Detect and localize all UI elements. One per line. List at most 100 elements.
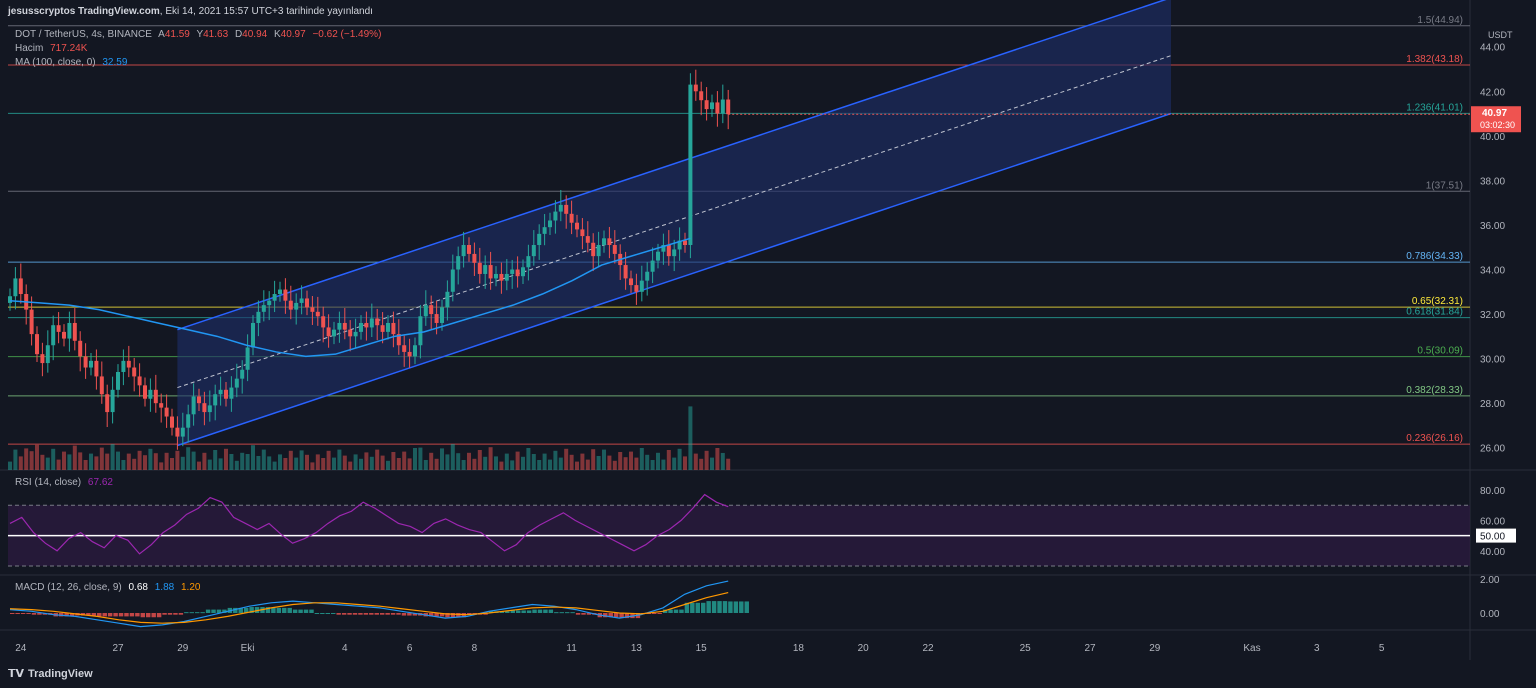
macd-line-value: 1.88 [154, 582, 175, 593]
publish-header: jesusscryptos TradingView.com, Eki 14, 2… [8, 6, 373, 17]
macd-hist-bar [439, 613, 445, 617]
candle-body [110, 389, 115, 413]
rsi-label: RSI (14, close) [15, 477, 82, 488]
candle-body [612, 245, 617, 254]
macd-hist-bar [331, 613, 336, 614]
time-tick-label: 24 [15, 643, 27, 654]
time-tick-label: 5 [1379, 643, 1385, 654]
macd-hist-bar [559, 612, 564, 614]
candle-body [402, 345, 407, 352]
candle-body [56, 325, 61, 332]
price-tick-label: 38.00 [1480, 176, 1505, 187]
volume-bar [483, 456, 488, 470]
candle-body [153, 389, 158, 404]
volume-bar [234, 460, 239, 470]
candle-body [180, 427, 185, 437]
channel-lower-line [177, 112, 1172, 447]
candle-body [94, 360, 99, 377]
macd-hist-bar [564, 612, 570, 614]
open-value: 41.59 [164, 29, 190, 40]
candle-body [191, 396, 196, 415]
volume-bar [299, 450, 304, 470]
volume-bar [170, 458, 174, 470]
candle-body [440, 307, 444, 323]
fib-label: 1.382(43.18) [1406, 54, 1463, 65]
ma-legend: MA (100, close, 0) 32.59 [15, 57, 131, 68]
volume-bar [359, 458, 363, 470]
candle-body [202, 403, 207, 413]
macd-hist-bar [271, 607, 276, 613]
volume-bar [137, 450, 142, 470]
volume-bar [315, 454, 320, 470]
macd-hist-bar [396, 613, 401, 615]
macd-hist-bar [325, 613, 331, 614]
candle-body [67, 322, 72, 339]
volume-bar [342, 455, 347, 470]
macd-hist-bar [499, 611, 505, 613]
macd-hist-bar [129, 613, 135, 617]
symbol-name: DOT / TetherUS, 4s, BINANCE [15, 29, 152, 40]
volume-bar [720, 452, 725, 470]
macd-hist-bar [292, 609, 298, 613]
volume-bar [159, 462, 164, 470]
candle-body [634, 285, 639, 292]
brand-name: TradingView [28, 667, 93, 680]
volume-bar [661, 459, 666, 470]
macd-hist-bar [156, 613, 162, 618]
candle-body [116, 371, 120, 390]
macd-hist-bar [31, 613, 37, 615]
volume-bar [105, 453, 110, 470]
macd-hist-bar [733, 601, 739, 613]
price-tick-label: 26.00 [1480, 444, 1505, 455]
volume-bar [683, 456, 687, 470]
candle-body [726, 99, 731, 115]
platform-name: TradingView.com [78, 6, 160, 17]
candle-body [494, 273, 498, 279]
volume-bar [256, 456, 261, 470]
volume-bar [294, 457, 299, 470]
macd-hist-bar [722, 601, 728, 613]
volume-bar [40, 454, 45, 470]
fib-label: 1(37.51) [1426, 180, 1463, 191]
candle-body [121, 360, 126, 372]
volume-bar [164, 452, 169, 470]
macd-hist-bar [205, 609, 211, 613]
candle-body [272, 294, 277, 301]
close-label: K [273, 29, 281, 40]
candle-body [337, 322, 342, 330]
candle-body [429, 305, 434, 315]
price-tick-label: 34.00 [1480, 266, 1505, 277]
macd-hist-bar [548, 609, 554, 613]
candle-body [715, 102, 720, 114]
macd-hist-bar [516, 610, 521, 613]
volume-bar [548, 459, 552, 470]
volume-bar [94, 456, 99, 470]
macd-hist-bar [20, 613, 26, 614]
candle-body [434, 314, 439, 323]
volume-bar [510, 460, 515, 470]
macd-hist-bar [265, 607, 271, 613]
macd-hist-bar [369, 613, 374, 615]
macd-hist-bar [222, 609, 227, 613]
candle-body [35, 334, 39, 355]
low-value: 40.94 [242, 29, 268, 40]
volume-bar [288, 450, 293, 470]
candle-body [693, 84, 698, 92]
volume-bar [180, 456, 185, 470]
macd-hist-bar [113, 613, 118, 617]
candle-body [472, 253, 477, 263]
candle-body [531, 245, 536, 257]
volume-bar [591, 449, 596, 470]
candle-body [499, 273, 504, 281]
price-tick-label: 42.00 [1480, 87, 1505, 98]
time-tick-label: 13 [631, 643, 643, 654]
symbol-legend: DOT / TetherUS, 4s, BINANCE A41.59 Y41.6… [15, 29, 385, 40]
author-name[interactable]: jesusscryptos [8, 6, 76, 17]
macd-hist-bar [695, 602, 700, 613]
volume-bar [116, 451, 120, 470]
macd-hist-bar [287, 607, 292, 613]
macd-hist-bar [200, 612, 205, 614]
macd-hist-bar [10, 613, 15, 614]
volume-bar [132, 458, 137, 470]
